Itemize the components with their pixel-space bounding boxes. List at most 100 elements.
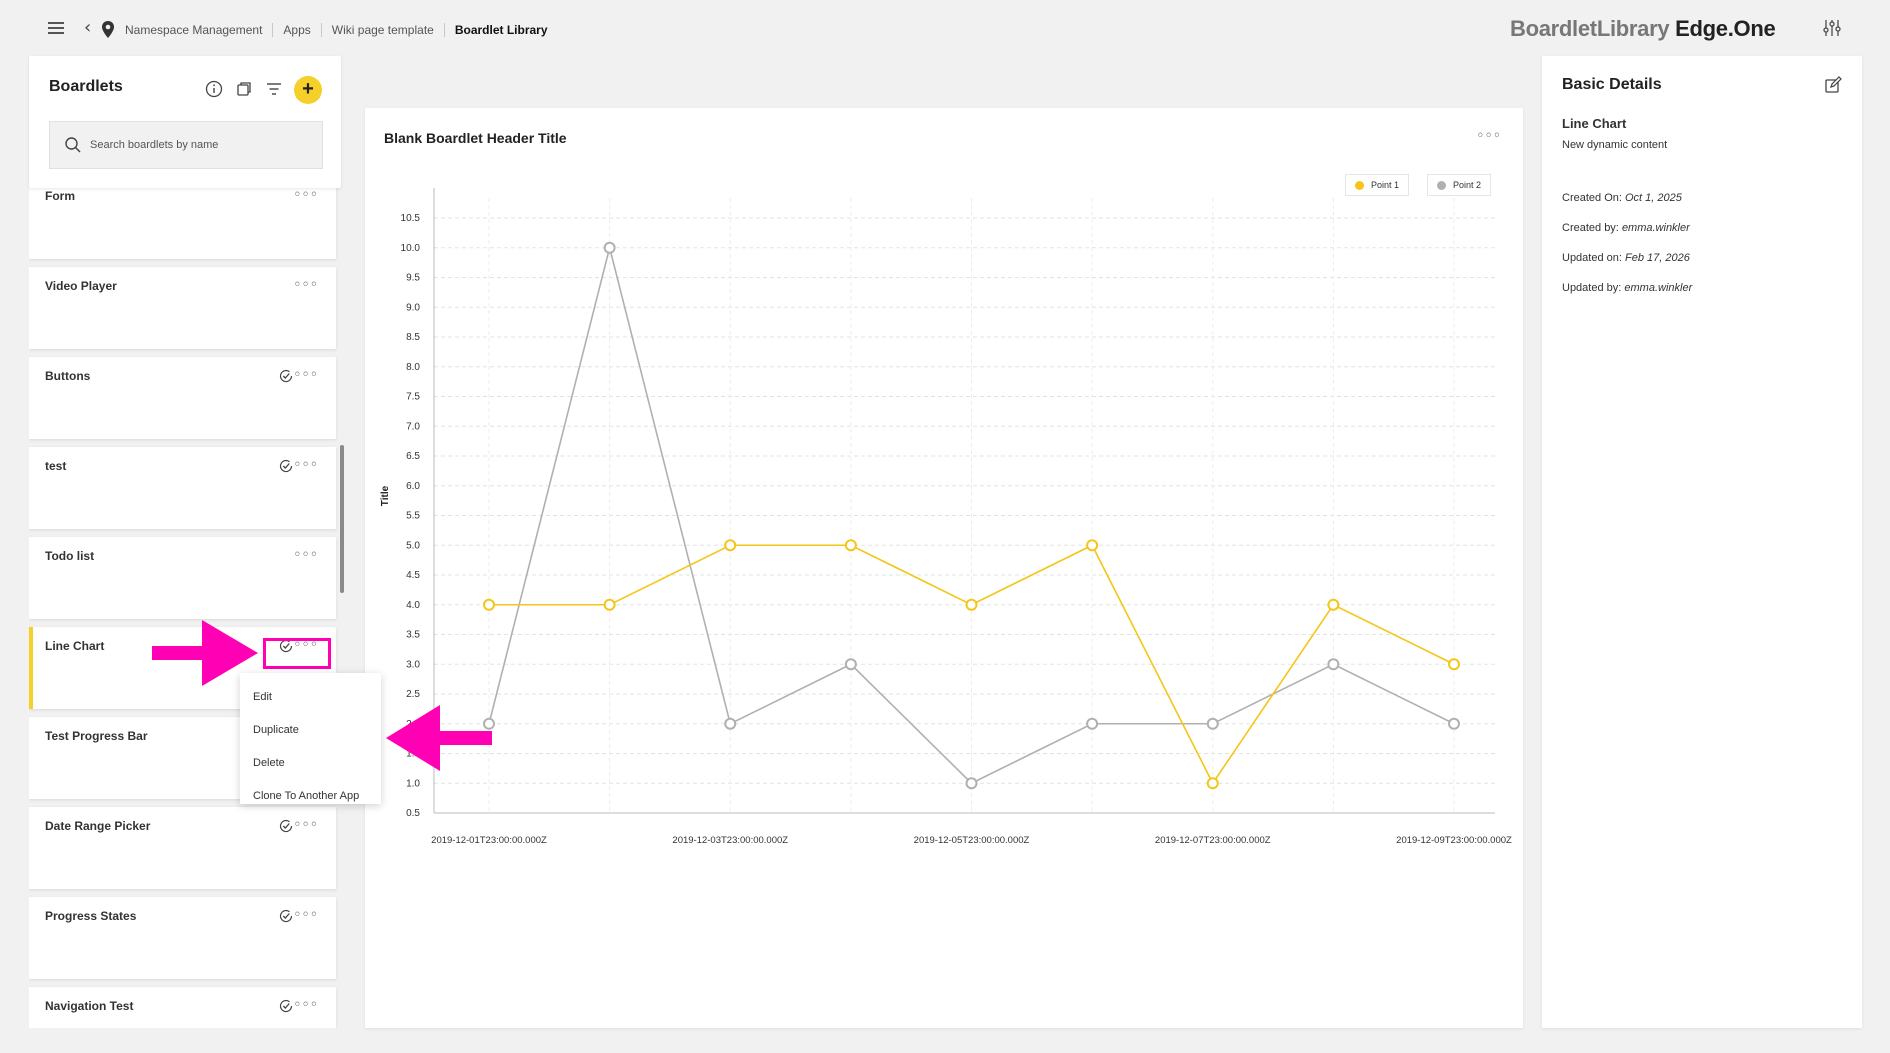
data-point-point-2[interactable]	[1206, 717, 1219, 730]
y-tick-label: 9.5	[406, 273, 420, 284]
data-point-point-2[interactable]	[483, 717, 495, 730]
boardlet-description: New dynamic content	[1562, 139, 1668, 151]
boardlet-card-title: Video Player	[45, 279, 117, 293]
data-point-point-2[interactable]	[724, 717, 737, 730]
published-check-icon[interactable]	[278, 638, 294, 654]
list-scrollbar[interactable]	[340, 445, 344, 593]
boardlet-card-test[interactable]: test ◦◦◦	[29, 447, 336, 529]
boardlet-card-form[interactable]: Form ◦◦◦	[29, 188, 336, 259]
y-tick-label: 1.5	[406, 749, 420, 760]
edit-icon[interactable]	[1824, 76, 1842, 94]
published-check-icon[interactable]	[278, 458, 294, 474]
legend-label: Point 2	[1453, 180, 1482, 190]
add-boardlet-button[interactable]: +	[294, 76, 322, 104]
more-options-icon[interactable]: ◦◦◦	[293, 277, 318, 293]
breadcrumb: Namespace Management Apps Wiki page temp…	[125, 23, 548, 37]
y-tick-label: 4.0	[406, 600, 420, 611]
y-tick-label: 2.0	[406, 719, 420, 730]
search-input[interactable]	[90, 139, 310, 151]
boardlet-card-title: Line Chart	[45, 639, 105, 653]
data-point-point-2[interactable]	[1327, 658, 1340, 671]
data-point-point-2[interactable]	[844, 658, 857, 671]
breadcrumb-namespace-management[interactable]: Namespace Management	[125, 23, 263, 37]
boardlet-card-video-player[interactable]: Video Player ◦◦◦	[29, 267, 336, 349]
y-tick-label: 9.0	[406, 302, 420, 313]
y-tick-label: 2.5	[406, 689, 420, 700]
y-tick-label: 4.5	[406, 570, 420, 581]
meta-label: Updated by:	[1562, 282, 1622, 294]
context-menu: Edit Duplicate Delete Clone To Another A…	[240, 673, 381, 804]
data-point-point-2[interactable]	[1448, 717, 1460, 730]
info-icon[interactable]	[204, 79, 224, 99]
legend-item-point-1[interactable]: Point 1	[1345, 174, 1410, 196]
meta-value: Feb 17, 2026	[1625, 252, 1690, 264]
boardlet-card-title: Navigation Test	[45, 999, 134, 1013]
brand-logo: BoardletLibrary Edge.One	[1510, 16, 1776, 42]
published-check-icon[interactable]	[278, 368, 294, 384]
breadcrumb-boardlet-library: Boardlet Library	[454, 23, 548, 37]
boardlet-card-progress-states[interactable]: Progress States ◦◦◦	[29, 897, 336, 979]
more-options-icon[interactable]: ◦◦◦	[293, 907, 318, 923]
settings-sliders-icon[interactable]	[1822, 18, 1842, 38]
menu-item-edit[interactable]: Edit	[253, 691, 272, 703]
data-point-point-1[interactable]	[724, 539, 737, 552]
data-point-point-2[interactable]	[603, 241, 616, 254]
published-check-icon[interactable]	[278, 998, 294, 1014]
boardlet-card-navigation-test[interactable]: Navigation Test ◦◦◦	[29, 987, 336, 1028]
y-tick-label: 5.5	[406, 511, 420, 522]
x-tick-label: 2019-12-01T23:00:00.000Z	[431, 835, 547, 846]
menu-item-clone-to-another-app[interactable]: Clone To Another App	[253, 790, 360, 802]
meta-label: Updated on:	[1562, 252, 1622, 264]
basic-details-title: Basic Details	[1562, 76, 1662, 93]
menu-item-delete[interactable]: Delete	[253, 757, 285, 769]
menu-icon[interactable]	[48, 22, 64, 35]
menu-item-duplicate[interactable]: Duplicate	[253, 724, 299, 736]
back-chevron-icon[interactable]: ‹	[84, 17, 92, 38]
legend-swatch	[1437, 180, 1446, 190]
more-options-icon[interactable]: ◦◦◦	[1476, 128, 1501, 144]
data-point-point-2[interactable]	[965, 777, 978, 790]
data-point-point-1[interactable]	[1448, 658, 1460, 671]
more-options-icon[interactable]: ◦◦◦	[293, 997, 318, 1013]
more-options-icon[interactable]: ◦◦◦	[293, 637, 318, 653]
boardlet-card-title: Buttons	[45, 369, 91, 383]
breadcrumb-apps[interactable]: Apps	[283, 23, 311, 37]
boardlet-list: Form ◦◦◦ Video Player ◦◦◦ Buttons ◦◦◦ test ◦◦◦ T…	[29, 188, 341, 1028]
top-bar: ‹ Namespace Management Apps Wiki page te…	[0, 0, 1890, 60]
y-tick-label: 3.0	[406, 659, 420, 670]
meta-label: Created On:	[1562, 192, 1622, 204]
more-options-icon[interactable]: ◦◦◦	[293, 367, 318, 383]
published-check-icon[interactable]	[278, 908, 294, 924]
search-box	[49, 121, 323, 169]
more-options-icon[interactable]: ◦◦◦	[293, 817, 318, 833]
legend-item-point-2[interactable]: Point 2	[1427, 174, 1492, 196]
meta-updated-by: Updated by: emma.winkler	[1562, 282, 1692, 294]
y-tick-label: 8.5	[406, 332, 420, 343]
more-options-icon[interactable]: ◦◦◦	[293, 457, 318, 473]
y-tick-label: 0.5	[406, 808, 420, 819]
y-tick-label: 6.0	[406, 481, 420, 492]
boardlet-card-title: Progress States	[45, 909, 137, 923]
boardlet-card-date-range-picker[interactable]: Date Range Picker ◦◦◦	[29, 807, 336, 889]
y-tick-label: 3.5	[406, 630, 420, 641]
data-point-point-1[interactable]	[483, 598, 495, 611]
filter-icon[interactable]	[264, 79, 284, 99]
boardlet-card-buttons[interactable]: Buttons ◦◦◦	[29, 357, 336, 439]
data-point-point-1[interactable]	[844, 539, 857, 552]
data-point-point-1[interactable]	[1206, 777, 1219, 790]
line-chart: 0.5 1.0 1.5 2.0 2.5 3.0 3.5 4.0 4.5 5.0 5.5 6.0 6.5 7…	[380, 188, 1512, 846]
data-point-point-1[interactable]	[1086, 539, 1099, 552]
copy-icon[interactable]	[234, 79, 254, 99]
boardlet-card-title: test	[45, 459, 67, 473]
meta-label: Created by:	[1562, 222, 1619, 234]
breadcrumb-wiki-page-template[interactable]: Wiki page template	[331, 23, 434, 37]
published-check-icon[interactable]	[278, 818, 294, 834]
more-options-icon[interactable]: ◦◦◦	[293, 547, 318, 563]
data-point-point-1[interactable]	[603, 598, 616, 611]
data-point-point-1[interactable]	[965, 598, 978, 611]
data-point-point-1[interactable]	[1327, 598, 1340, 611]
y-tick-label: 10.0	[401, 243, 421, 254]
more-options-icon[interactable]: ◦◦◦	[293, 188, 318, 203]
data-point-point-2[interactable]	[1086, 717, 1099, 730]
boardlet-card-todo-list[interactable]: Todo list ◦◦◦	[29, 537, 336, 619]
